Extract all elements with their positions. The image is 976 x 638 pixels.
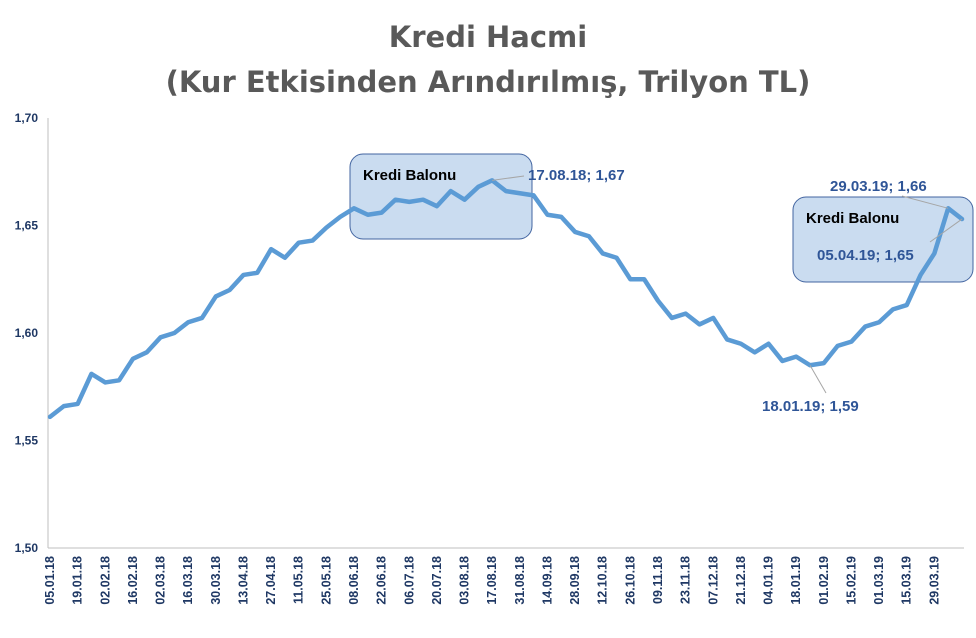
x-tick-label: 01.03.19 <box>872 556 886 605</box>
annotation-leader <box>492 175 525 181</box>
chart-title: Kredi Hacmi <box>389 20 587 54</box>
y-tick-labels: 1,50 1,55 1,60 1,65 1,70 <box>15 111 39 555</box>
bubble-box-1-label: Kredi Balonu <box>363 167 456 184</box>
x-tick-label: 12.10.18 <box>596 556 610 605</box>
y-tick-label: 1,50 <box>15 541 39 555</box>
y-tick-label: 1,55 <box>15 434 39 448</box>
x-tick-label: 01.02.19 <box>817 556 831 605</box>
x-tick-label: 30.03.18 <box>209 556 223 605</box>
x-tick-label: 28.09.18 <box>568 556 582 605</box>
x-tick-labels: 05.01.18 19.01.18 02.02.18 16.02.18 02.03.18… <box>43 556 941 605</box>
x-tick-label: 08.06.18 <box>347 556 361 605</box>
x-tick-label: 09.11.18 <box>651 556 665 604</box>
y-tick-label: 1,60 <box>15 326 39 340</box>
x-tick-label: 23.11.18 <box>679 556 693 604</box>
x-tick-label: 16.02.18 <box>126 556 140 605</box>
y-tick-label: 1,70 <box>15 111 39 125</box>
x-tick-label: 16.03.18 <box>181 556 195 605</box>
x-tick-label: 22.06.18 <box>375 556 389 605</box>
x-tick-label: 17.08.18 <box>485 556 499 605</box>
annotation-leader <box>901 195 949 209</box>
x-tick-label: 15.03.19 <box>900 556 914 605</box>
x-tick-label: 31.08.18 <box>513 556 527 605</box>
annotation-label: 05.04.19; 1,65 <box>817 247 914 264</box>
annotation-label: 29.03.19; 1,66 <box>830 178 927 195</box>
x-tick-label: 13.04.18 <box>236 556 250 605</box>
x-tick-label: 02.02.18 <box>98 556 112 605</box>
x-tick-label: 27.04.18 <box>264 556 278 605</box>
x-tick-label: 14.09.18 <box>540 556 554 605</box>
annotation-leader <box>809 365 827 394</box>
x-tick-label: 19.01.18 <box>71 556 85 605</box>
x-tick-label: 20.07.18 <box>430 556 444 605</box>
x-tick-label: 03.08.18 <box>458 556 472 605</box>
x-tick-label: 11.05.18 <box>292 556 306 604</box>
x-tick-label: 07.12.18 <box>706 556 720 605</box>
bubble-box-2-label: Kredi Balonu <box>806 210 899 227</box>
x-tick-label: 04.01.19 <box>762 556 776 605</box>
annotations-group: 17.08.18; 1,67 18.01.19; 1,59 29.03.19; 1,… <box>492 167 963 415</box>
x-tick-label: 15.02.19 <box>844 556 858 605</box>
x-tick-label: 02.03.18 <box>154 556 168 605</box>
x-tick-label: 26.10.18 <box>623 556 637 605</box>
annotation-label: 18.01.19; 1,59 <box>762 398 859 415</box>
annotation-leader <box>929 218 963 243</box>
x-tick-label: 29.03.19 <box>927 556 941 605</box>
annotation-label: 17.08.18; 1,67 <box>528 167 625 184</box>
x-tick-label: 21.12.18 <box>734 556 748 605</box>
x-tick-label: 06.07.18 <box>402 556 416 605</box>
x-tick-label: 25.05.18 <box>319 556 333 605</box>
y-tick-label: 1,65 <box>15 219 39 233</box>
x-tick-label: 05.01.18 <box>43 556 57 605</box>
chart-subtitle: (Kur Etkisinden Arındırılmış, Trilyon TL… <box>166 65 811 99</box>
x-tick-label: 18.01.19 <box>789 556 803 605</box>
